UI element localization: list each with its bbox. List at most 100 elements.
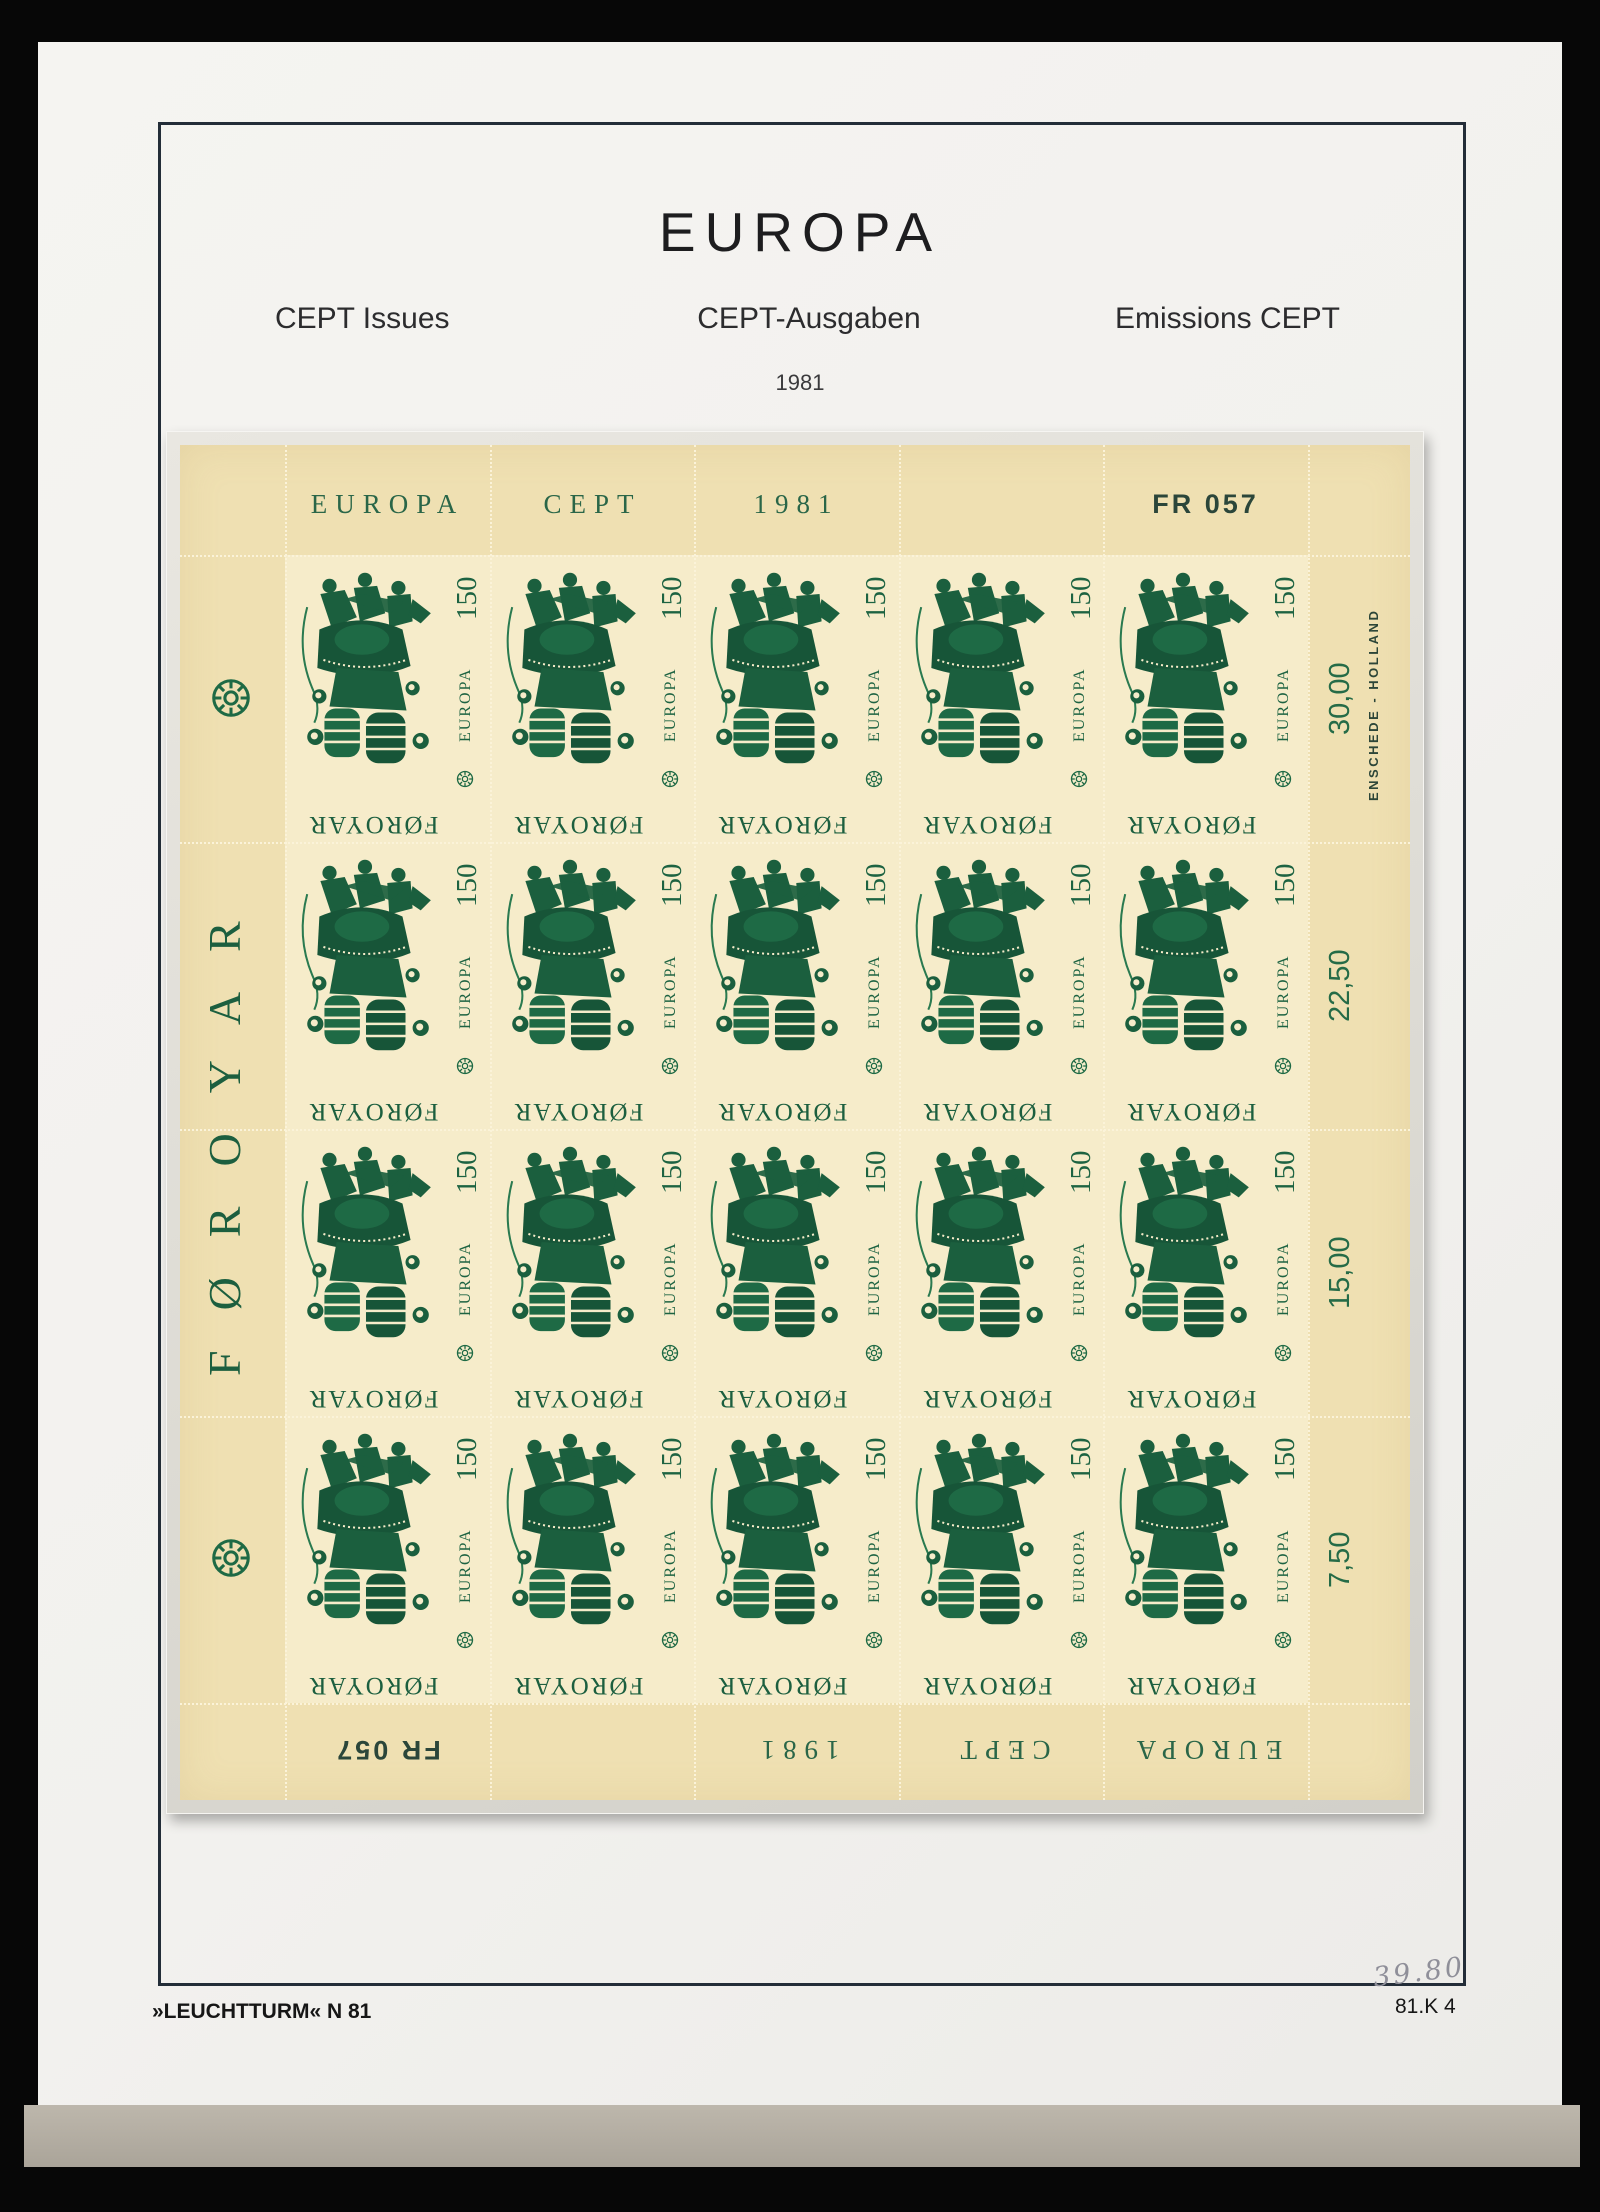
cept-logo-icon [455,1630,475,1650]
stamp-denomination: 150 [860,576,893,620]
page-title: EUROPA [658,201,942,263]
cept-logo-icon [660,1056,680,1076]
subtitle-french: Emissions CEPT [1114,302,1340,335]
cept-logo-icon [660,769,680,789]
stamp: 150 EUROPA FØROYAR [1103,842,1308,1129]
stamp-europa-label: EUROPA [661,1528,679,1604]
folk-dancers-illustration [496,852,648,1062]
folk-dancers-illustration [496,1426,648,1636]
sheet-margin-bottom-cept: CEPT [952,1735,1051,1765]
stamp-country-label: FØROYAR [1126,1385,1257,1412]
cept-logo-icon [1069,769,1089,789]
stamp-country-label: FØROYAR [512,1098,643,1125]
stamp-europa-label: EUROPA [457,954,474,1030]
album-brand-label: »LEUCHTTURM« N 81 [152,2000,372,2023]
stamp-denomination: 150 [860,1150,893,1194]
stamp: 150 EUROPA FØROYAR [285,842,490,1129]
stamp: 150 EUROPA FØROYAR [898,1129,1104,1416]
stamp-europa-label: EUROPA [866,954,884,1030]
stamp-denomination: 150 [655,1150,688,1194]
folk-dancers-illustration [700,1139,852,1349]
stamp: 150 EUROPA FØROYAR [489,842,695,1129]
stamp: 150 EUROPA FØROYAR [1103,555,1308,842]
stamp-country-label: FØROYAR [716,1672,848,1699]
stamp-country-label: FØROYAR [1126,811,1257,838]
perforation-line [1103,445,1105,1800]
cept-logo-icon [864,1630,884,1650]
row-value: 7,50 [1324,1531,1356,1588]
folk-dancers-illustration [1109,565,1261,775]
stamp-europa-label: EUROPA [661,667,679,743]
stamp-denomination: 150 [1269,863,1302,907]
folk-dancers-illustration [1109,1139,1261,1349]
perforation-line [180,555,1410,557]
stamp-europa-label: EUROPA [661,1241,679,1317]
stamp-europa-label: EUROPA [1275,1241,1293,1317]
cept-logo-icon [1069,1056,1089,1076]
stamp-country-label: FØROYAR [716,1098,848,1125]
subtitle-english: CEPT Issues [275,302,450,335]
perforation-line [285,445,287,1800]
stamp-country-label: FØROYAR [716,811,848,838]
subtitle-german: CEPT-Ausgaben [697,302,921,335]
sheet-margin-bottom-number: FR 057 [334,1735,441,1765]
stamp-denomination: 150 [451,863,483,907]
stamp-europa-label: EUROPA [1070,1528,1088,1604]
stamp-denomination: 150 [655,863,688,907]
perforation-line [694,445,696,1800]
cept-logo-icon [1069,1630,1089,1650]
cept-logo-icon [864,1056,884,1076]
stamp-denomination: 150 [1064,1150,1097,1194]
cept-logo-icon [208,1535,254,1581]
cept-logo-icon [1273,1056,1293,1076]
cept-logo-icon [660,1343,680,1363]
stamp-europa-label: EUROPA [457,667,474,743]
stamp: 150 EUROPA FØROYAR [694,1416,899,1703]
perforation-line [180,1416,1410,1418]
stamp: 150 EUROPA FØROYAR [489,1129,695,1416]
perforation-line [899,445,901,1800]
stamp-denomination: 150 [451,1150,483,1194]
stamp: 150 EUROPA FØROYAR [898,555,1104,842]
row-value: 22,50 [1324,949,1356,1022]
cept-logo-icon [660,1630,680,1650]
folk-dancers-illustration [291,852,443,1062]
cept-logo-icon [1273,1630,1293,1650]
cept-logo-icon [864,769,884,789]
perforation-line [180,1703,1410,1705]
album-page: EUROPA CEPT Issues CEPT-Ausgaben Emissio… [38,42,1562,2112]
stamp: 150 EUROPA FØROYAR [1103,1129,1308,1416]
stamp: 150 EUROPA FØROYAR [898,842,1104,1129]
stamp: 150 EUROPA FØROYAR [489,555,695,842]
stamp-country-label: FØROYAR [307,1672,439,1699]
folk-dancers-illustration [496,1139,648,1349]
sheet-margin-top-europa: EUROPA [310,489,465,519]
folk-dancers-illustration [905,565,1057,775]
stamp-country-label: FØROYAR [307,1385,439,1412]
sheet-margin-top-cept: CEPT [543,489,642,519]
folk-dancers-illustration [905,1426,1057,1636]
stamp-europa-label: EUROPA [1275,1528,1293,1604]
stamp-country-label: FØROYAR [307,1098,439,1125]
row-value: 30,00 [1324,662,1356,735]
cept-logo-icon [455,1343,475,1363]
stamp-denomination: 150 [860,1437,893,1481]
stamp-europa-label: EUROPA [661,954,679,1030]
stamp-country-label: FØROYAR [921,1098,1053,1125]
folk-dancers-illustration [1109,1426,1261,1636]
stamp: 150 EUROPA FØROYAR [285,1129,490,1416]
row-value: 15,00 [1324,1236,1356,1309]
cept-logo-icon [1273,1343,1293,1363]
stamp-country-label: FØROYAR [512,811,643,838]
folk-dancers-illustration [291,565,443,775]
stamp-mount: 150 EUROPA FØROYAR 150 EUROPA FØROYAR 15… [166,431,1424,1814]
page-stack-edge [24,2105,1580,2167]
stamp: 150 EUROPA FØROYAR [285,1416,490,1703]
stamp-europa-label: EUROPA [457,1241,474,1317]
stamp-europa-label: EUROPA [1275,667,1293,743]
stamp-country-label: FØROYAR [716,1385,848,1412]
stamp-grid: 150 EUROPA FØROYAR 150 EUROPA FØROYAR 15… [285,555,1308,1703]
folk-dancers-illustration [905,1139,1057,1349]
page-code-label: 81.K 4 [1395,1995,1456,2018]
stamp-europa-label: EUROPA [457,1528,474,1604]
